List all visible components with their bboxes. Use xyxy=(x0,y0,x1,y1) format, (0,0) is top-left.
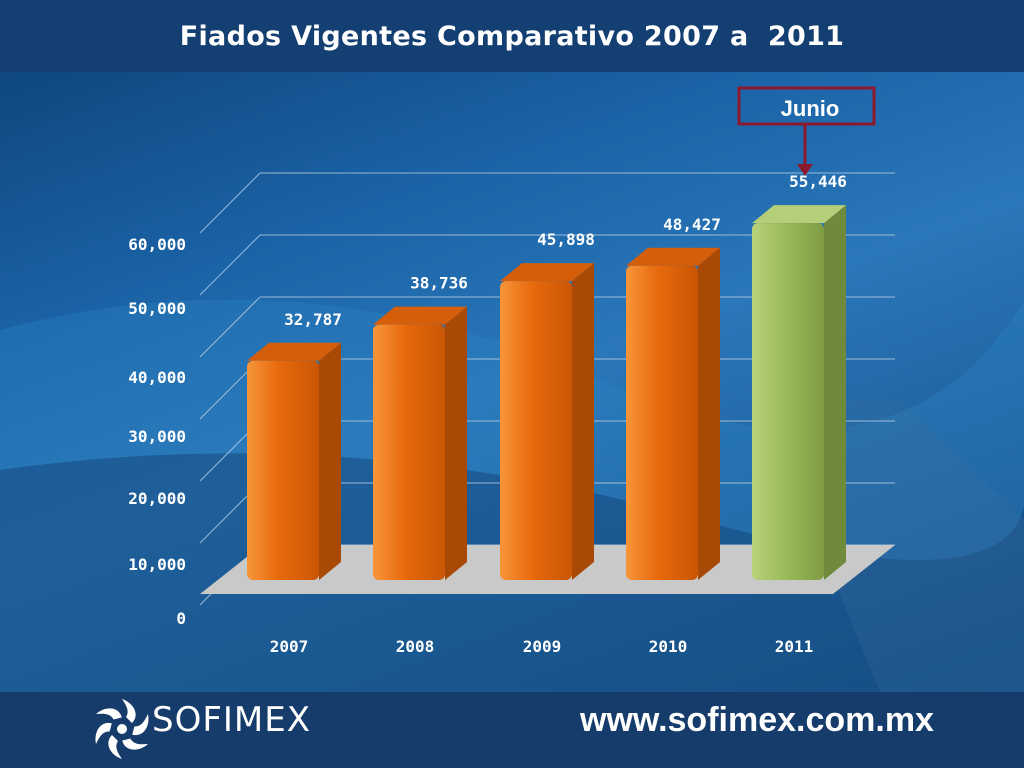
bar-top xyxy=(247,342,341,361)
bar-2007 xyxy=(247,360,319,580)
bar-2009 xyxy=(500,281,572,580)
website-link[interactable]: www.sofimex.com.mx xyxy=(580,701,934,739)
title-bar: Fiados Vigentes Comparativo 2007 a 2011 xyxy=(0,0,1024,72)
bar-top xyxy=(752,205,846,224)
labels: 0 10,000 20,000 30,000 40,000 50,000 60,000 32,… xyxy=(128,172,847,656)
bar-top xyxy=(500,263,594,282)
footer-bar xyxy=(0,692,1024,768)
y-tick-label: 0 xyxy=(176,609,186,628)
y-tick-label: 20,000 xyxy=(128,489,186,508)
annotation: Junio xyxy=(737,86,876,176)
y-tick-label: 10,000 xyxy=(128,555,186,574)
data-label-2010: 48,427 xyxy=(663,215,721,234)
y-tick-label: 40,000 xyxy=(128,368,186,387)
gridline-side xyxy=(199,296,261,358)
brand-name: SOFIMEX xyxy=(152,700,312,740)
annotation-label: Junio xyxy=(781,96,840,121)
annotation-arrow-head xyxy=(797,164,813,176)
bar-side xyxy=(698,247,720,580)
data-label-2009: 45,898 xyxy=(537,230,595,249)
y-tick-label: 30,000 xyxy=(128,427,186,446)
x-tick-label-2008: 2008 xyxy=(396,637,435,656)
bars xyxy=(247,205,846,580)
bar-chart: 0 10,000 20,000 30,000 40,000 50,000 60,000 32,… xyxy=(128,86,895,656)
bar-top xyxy=(626,247,720,266)
gridline-side xyxy=(199,234,261,296)
x-tick-label-2007: 2007 xyxy=(270,637,309,656)
x-tick-label-2010: 2010 xyxy=(649,637,688,656)
bar-side xyxy=(824,205,846,580)
bar-side xyxy=(319,342,341,580)
bar-2010 xyxy=(626,265,698,580)
data-label-2007: 32,787 xyxy=(284,310,342,329)
y-tick-label: 60,000 xyxy=(128,235,186,254)
bar-side xyxy=(445,306,467,580)
gridline-side xyxy=(199,172,261,234)
bar-top xyxy=(373,306,467,325)
bar-2011 xyxy=(752,223,824,580)
bar-2008 xyxy=(373,324,445,580)
data-label-2011: 55,446 xyxy=(789,172,847,191)
data-label-2008: 38,736 xyxy=(410,274,468,293)
x-tick-label-2009: 2009 xyxy=(523,637,562,656)
bar-side xyxy=(572,263,594,580)
x-tick-label-2011: 2011 xyxy=(775,637,814,656)
sofimex-logo-icon xyxy=(95,699,149,759)
y-tick-label: 50,000 xyxy=(128,299,186,318)
page-title: Fiados Vigentes Comparativo 2007 a 2011 xyxy=(179,20,845,52)
